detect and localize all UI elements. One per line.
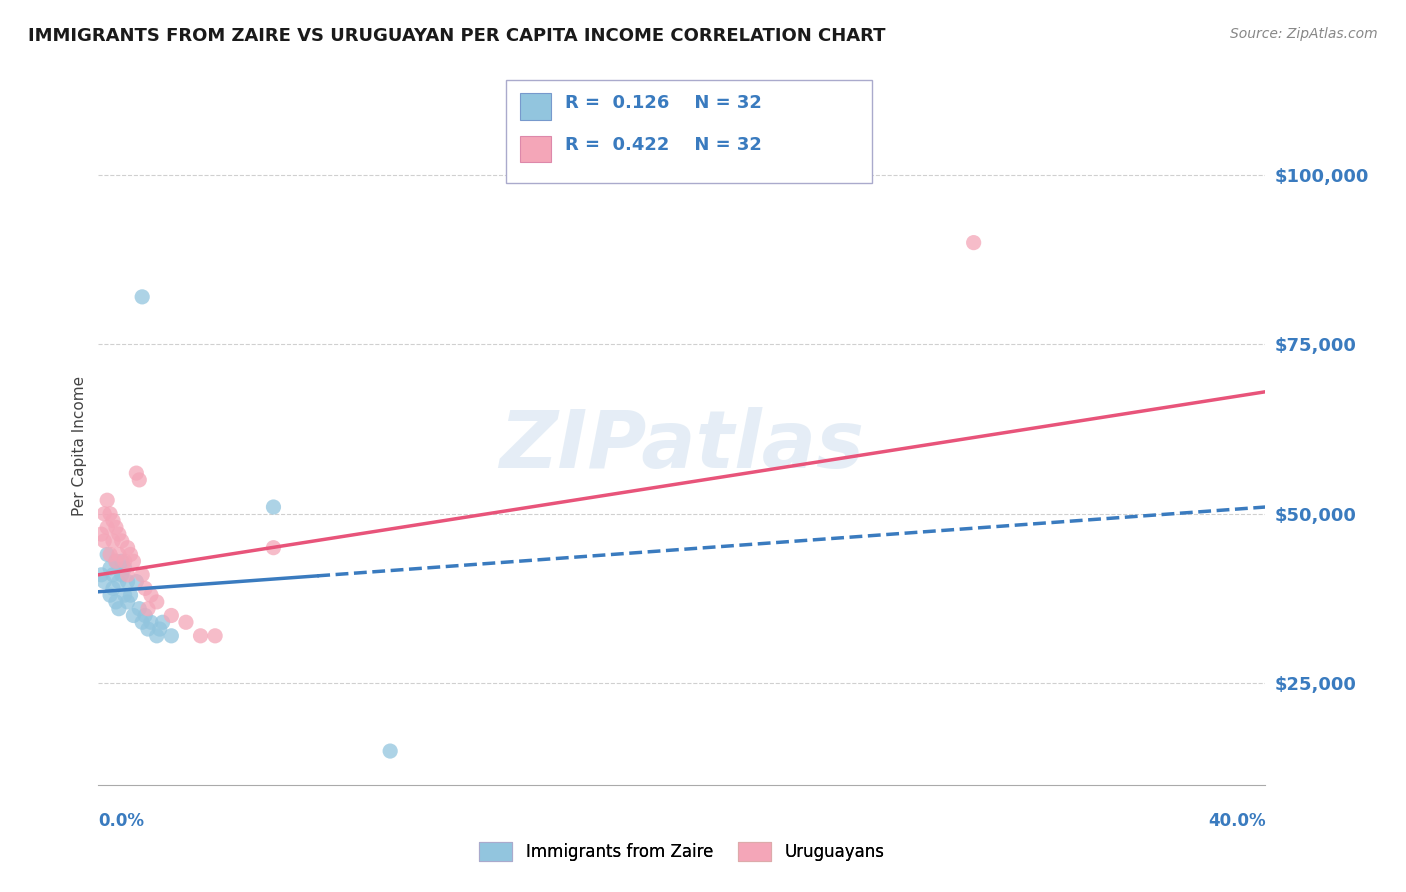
Point <box>114 561 136 575</box>
Point <box>139 615 162 630</box>
Point <box>96 520 118 534</box>
Point <box>114 554 136 568</box>
Point <box>152 615 174 630</box>
Point <box>120 548 142 562</box>
Point <box>104 595 127 609</box>
Point <box>98 507 121 521</box>
Point <box>117 567 139 582</box>
Point <box>117 595 139 609</box>
Text: 0.0%: 0.0% <box>98 812 145 830</box>
Text: Source: ZipAtlas.com: Source: ZipAtlas.com <box>1230 27 1378 41</box>
Point <box>93 533 115 548</box>
Point <box>134 608 156 623</box>
Point <box>117 541 139 555</box>
Point <box>96 493 118 508</box>
Point <box>122 554 145 568</box>
Point <box>90 527 112 541</box>
Point <box>111 567 134 582</box>
Point <box>262 500 284 514</box>
Point <box>174 615 197 630</box>
Point <box>96 548 118 562</box>
Point <box>378 744 402 758</box>
Point <box>101 533 124 548</box>
Text: R =  0.422    N = 32: R = 0.422 N = 32 <box>565 136 762 154</box>
Point <box>262 541 284 555</box>
Point <box>108 548 131 562</box>
Point <box>114 588 136 602</box>
Point <box>93 507 115 521</box>
Point <box>104 554 127 568</box>
Point <box>98 548 121 562</box>
Point <box>104 520 127 534</box>
Point <box>204 629 226 643</box>
Point <box>125 466 148 480</box>
Point <box>108 574 131 589</box>
Point <box>108 601 131 615</box>
Text: IMMIGRANTS FROM ZAIRE VS URUGUAYAN PER CAPITA INCOME CORRELATION CHART: IMMIGRANTS FROM ZAIRE VS URUGUAYAN PER C… <box>28 27 886 45</box>
Point <box>131 290 153 304</box>
Text: 40.0%: 40.0% <box>1208 812 1265 830</box>
Point <box>98 561 121 575</box>
Point <box>101 514 124 528</box>
Point <box>111 554 134 568</box>
Point <box>128 473 150 487</box>
Point <box>962 235 984 250</box>
Point <box>131 567 153 582</box>
Point <box>160 629 183 643</box>
Point <box>134 582 156 596</box>
Point <box>101 567 124 582</box>
Text: R =  0.126    N = 32: R = 0.126 N = 32 <box>565 94 762 112</box>
Point <box>190 629 212 643</box>
Point <box>98 588 121 602</box>
Point <box>101 582 124 596</box>
Point <box>120 588 142 602</box>
Point <box>108 527 131 541</box>
Point <box>117 574 139 589</box>
Point <box>160 608 183 623</box>
Point <box>139 588 162 602</box>
Text: ZIPatlas: ZIPatlas <box>499 407 865 485</box>
Point <box>122 608 145 623</box>
Point <box>149 622 172 636</box>
Point <box>131 615 153 630</box>
Y-axis label: Per Capita Income: Per Capita Income <box>72 376 87 516</box>
Point <box>90 567 112 582</box>
Legend: Immigrants from Zaire, Uruguayans: Immigrants from Zaire, Uruguayans <box>472 836 891 868</box>
Point <box>136 622 159 636</box>
Point <box>128 601 150 615</box>
Point <box>125 574 148 589</box>
Point <box>136 601 159 615</box>
Point <box>111 533 134 548</box>
Point <box>146 629 169 643</box>
Point <box>146 595 169 609</box>
Point <box>93 574 115 589</box>
Point <box>104 554 127 568</box>
